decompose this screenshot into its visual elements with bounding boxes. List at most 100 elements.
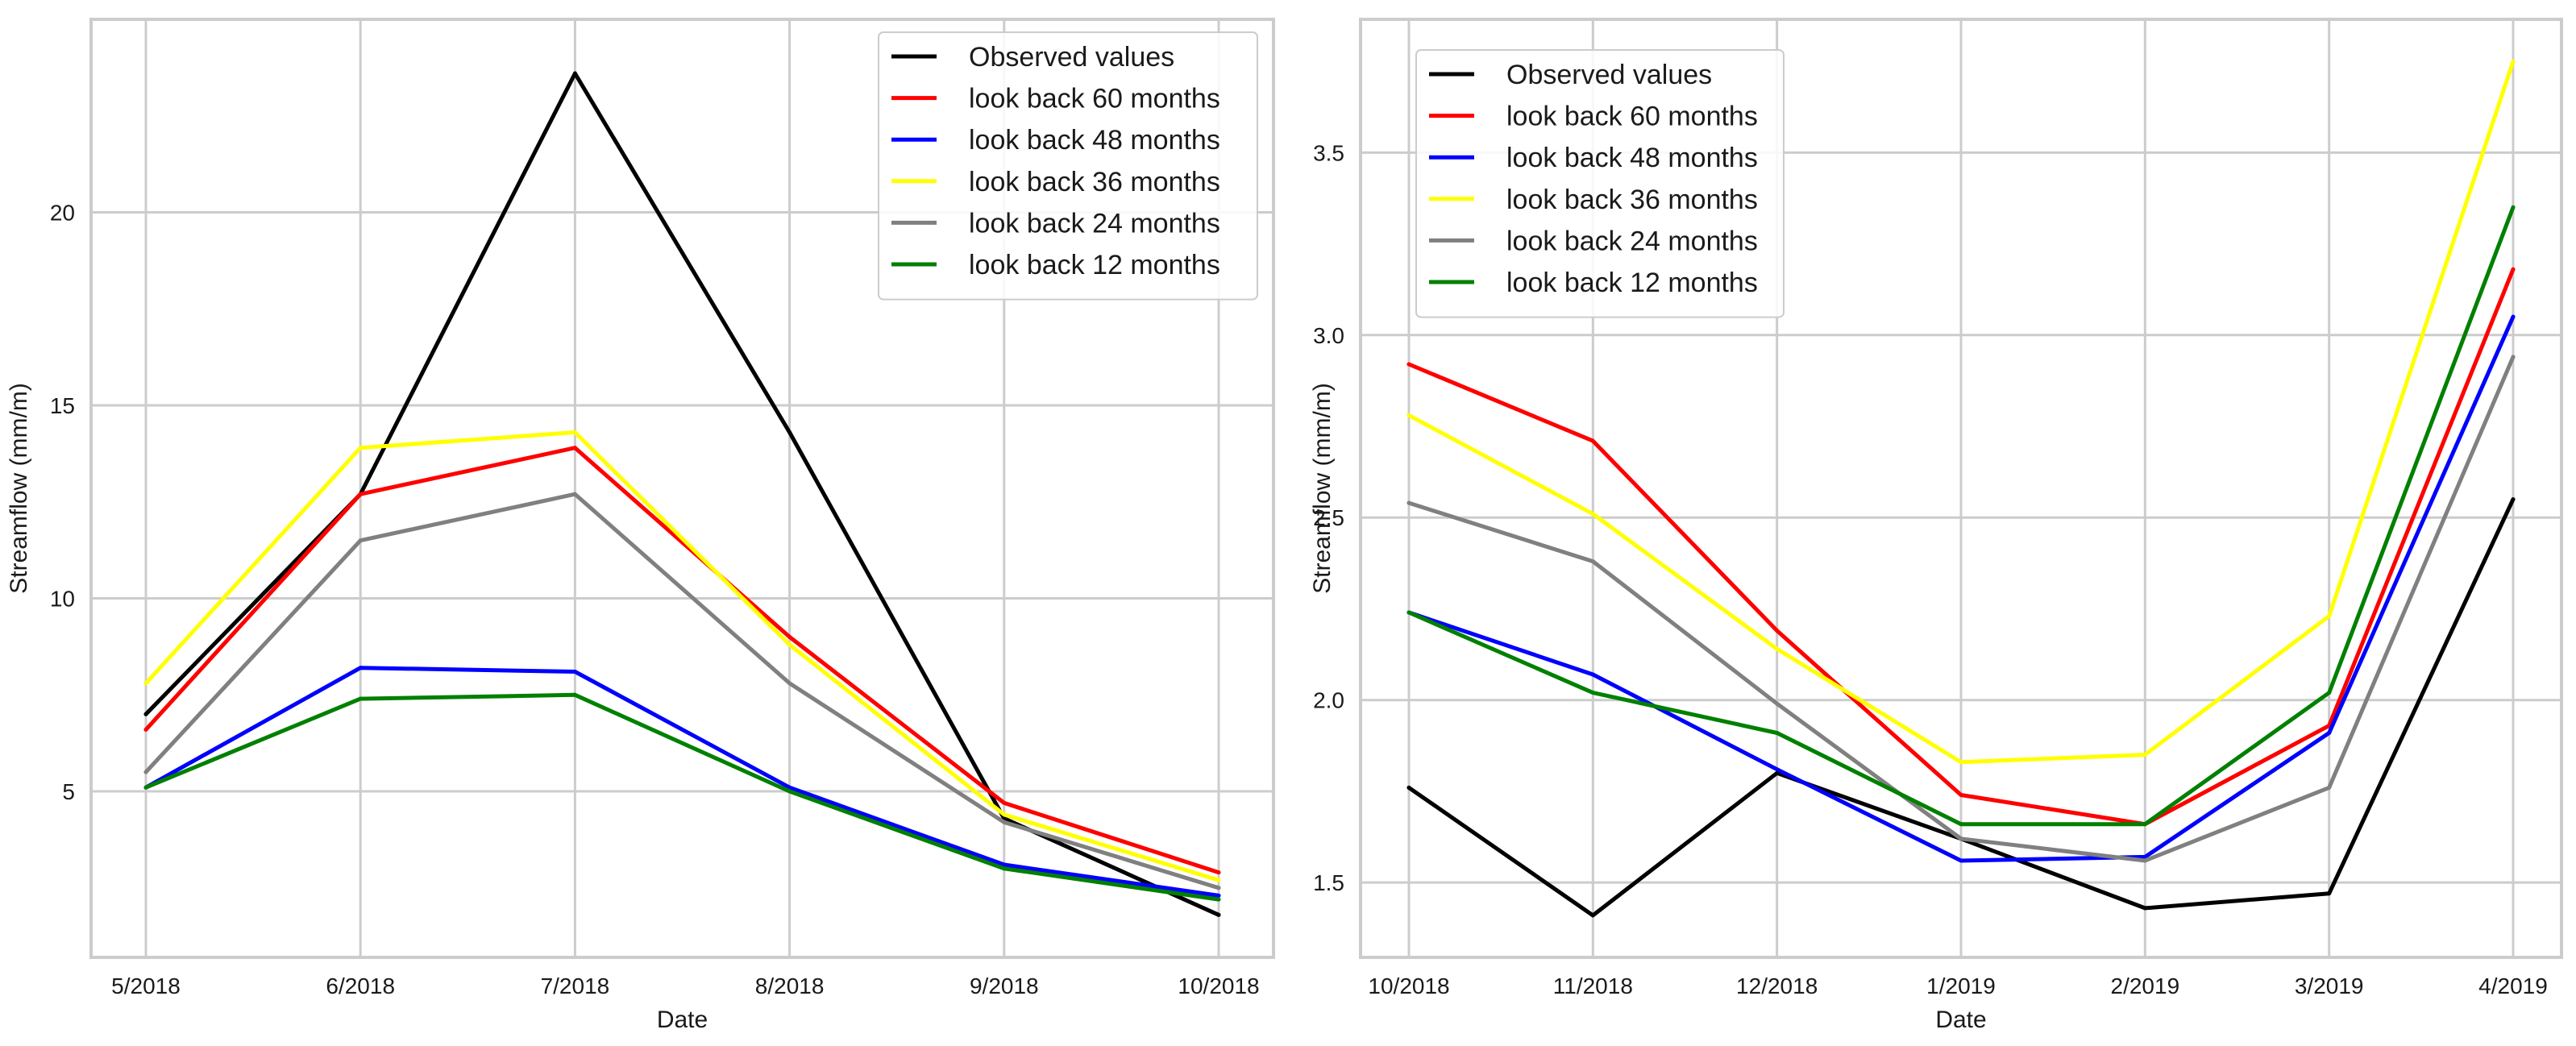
legend-item: look back 36 months <box>1429 185 1758 215</box>
legend-label: look back 12 months <box>1506 268 1758 298</box>
legend-label: look back 24 months <box>1506 226 1758 256</box>
data-point <box>1959 792 1963 797</box>
data-point <box>1590 438 1595 443</box>
data-point <box>1775 646 1780 651</box>
data-point <box>1775 701 1780 706</box>
x-tick-label: 10/2018 <box>1178 973 1259 998</box>
data-point <box>787 785 792 790</box>
y-tick-label: 1.5 <box>1313 870 1344 895</box>
data-point <box>1406 785 1411 790</box>
legend-label: Observed values <box>1506 60 1712 90</box>
legend-item: look back 12 months <box>1429 268 1758 298</box>
x-tick-label: 6/2018 <box>326 973 395 998</box>
data-point <box>1775 730 1780 735</box>
data-point <box>1002 800 1007 805</box>
x-tick-label: 10/2018 <box>1368 973 1449 998</box>
data-point <box>1406 610 1411 615</box>
y-tick-label: 10 <box>50 587 75 612</box>
data-point <box>2142 906 2147 911</box>
data-point <box>1590 913 1595 918</box>
data-point <box>358 696 363 701</box>
legend-item: look back 60 months <box>891 84 1220 114</box>
data-point <box>143 770 148 774</box>
legend-label: look back 36 months <box>969 167 1220 197</box>
data-point <box>2327 614 2332 619</box>
data-point <box>1590 512 1595 517</box>
data-point <box>358 446 363 450</box>
x-tick-label: 11/2018 <box>1553 973 1633 998</box>
data-point <box>1590 672 1595 677</box>
legend-item: look back 48 months <box>1429 143 1758 173</box>
series-line <box>143 692 1221 902</box>
legend-item: look back 36 months <box>891 167 1220 197</box>
series-line <box>143 430 1221 882</box>
data-point <box>787 642 792 647</box>
data-point <box>2511 59 2516 64</box>
legend-label: look back 60 months <box>1506 102 1758 132</box>
data-point <box>358 492 363 496</box>
data-point <box>358 538 363 543</box>
legend-item: Observed values <box>1429 60 1712 90</box>
data-point <box>787 634 792 639</box>
series-line <box>143 666 1221 898</box>
series <box>143 446 1221 875</box>
data-point <box>1959 858 1963 863</box>
legend-item: look back 24 months <box>1429 226 1758 256</box>
data-point <box>1002 862 1007 867</box>
y-tick-label: 15 <box>50 393 75 418</box>
legend-box <box>1415 49 1785 318</box>
series-line <box>143 492 1221 890</box>
series-lines <box>143 71 1221 917</box>
data-point <box>358 666 363 670</box>
data-point <box>1216 893 1221 898</box>
legend: Observed values look back 60 months look b… <box>1415 49 1785 318</box>
y-tick-label: 3.0 <box>1313 323 1344 348</box>
legend: Observed values look back 60 months look b… <box>878 31 1258 301</box>
data-point <box>572 492 577 496</box>
data-point <box>1002 866 1007 871</box>
y-axis-label: Streamflow (mm/m) <box>1309 383 1336 594</box>
data-point <box>1590 691 1595 695</box>
legend-item: look back 48 months <box>891 125 1220 156</box>
legend-label: look back 24 months <box>969 208 1220 239</box>
legend-item: look back 12 months <box>891 250 1220 280</box>
data-point <box>2142 753 2147 758</box>
data-point <box>1002 812 1007 817</box>
data-point <box>1406 362 1411 367</box>
legend-item: Observed values <box>891 42 1174 73</box>
x-tick-label: 2/2019 <box>2111 973 2180 998</box>
data-point <box>2142 854 2147 859</box>
data-point <box>1775 767 1780 772</box>
legend-item: look back 60 months <box>1429 102 1758 132</box>
x-axis-label: Date <box>1935 1007 1986 1033</box>
data-point <box>2327 785 2332 790</box>
data-point <box>2511 497 2516 502</box>
legend-label: look back 60 months <box>969 84 1220 114</box>
data-point <box>2511 267 2516 272</box>
data-point <box>143 727 148 732</box>
x-tick-label: 7/2018 <box>541 973 610 998</box>
chart-1: 5/2018 6/2018 7/2018 8/2018 9/2018 10/2018 5 10… <box>6 18 1275 1033</box>
data-point <box>572 446 577 450</box>
y-tick-label: 5 <box>62 779 75 804</box>
data-point <box>2142 822 2147 827</box>
data-point <box>1775 629 1780 633</box>
data-point <box>143 681 148 686</box>
data-point <box>1216 897 1221 902</box>
legend-label: look back 12 months <box>969 250 1220 280</box>
series <box>1406 59 2516 765</box>
x-tick-label: 12/2018 <box>1736 973 1818 998</box>
data-point <box>1002 820 1007 824</box>
series <box>143 492 1221 890</box>
x-tick-label: 8/2018 <box>755 973 825 998</box>
x-tick-label: 5/2018 <box>111 973 181 998</box>
data-point <box>787 430 792 435</box>
data-point <box>1216 912 1221 917</box>
legend-label: look back 48 months <box>969 125 1220 156</box>
data-point <box>1959 822 1963 827</box>
data-point <box>2142 858 2147 863</box>
y-tick-label: 20 <box>50 201 75 226</box>
series-lines <box>1406 59 2516 918</box>
x-tick-label: 1/2019 <box>1926 973 1996 998</box>
